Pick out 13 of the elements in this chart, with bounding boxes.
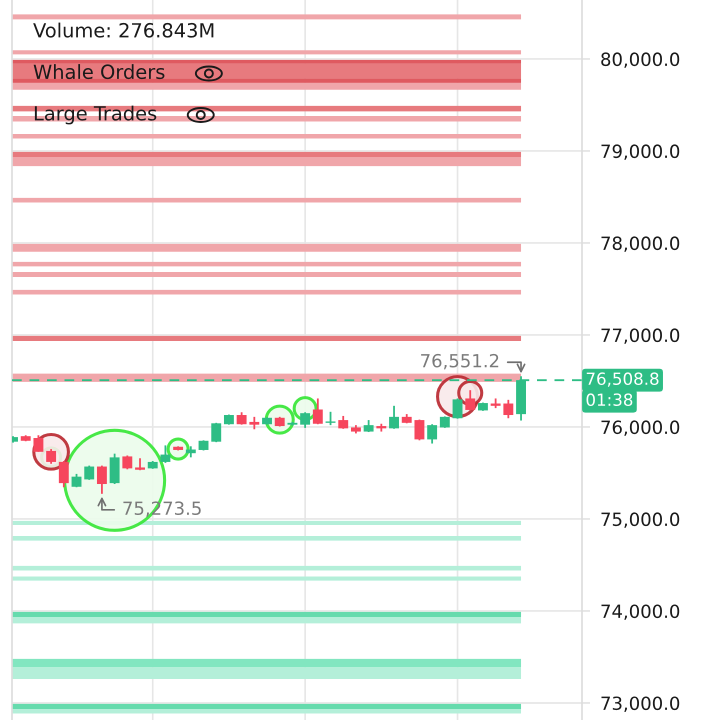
text: 01:38 [586,393,632,406]
annotation: Volume: 276.843M [33,22,214,38]
ref-line-label: 76,508.8 [586,372,658,387]
y-tick-label: 79,000.0 [601,144,680,160]
annotation: Whale Orders [34,64,164,80]
y-tick-label: 76,000.0 [601,420,680,436]
y-tick-label: 75,000.0 [601,512,680,528]
y-tick-label: 74,000.0 [601,604,680,620]
y-tick-label: 78,000.0 [601,236,680,252]
y-tick-label: 73,000.0 [601,696,680,712]
y-tick-label: 77,000.0 [601,328,680,344]
y-tick-label: 80,000.0 [601,52,680,68]
annotation: 76,551.2 [421,354,498,370]
